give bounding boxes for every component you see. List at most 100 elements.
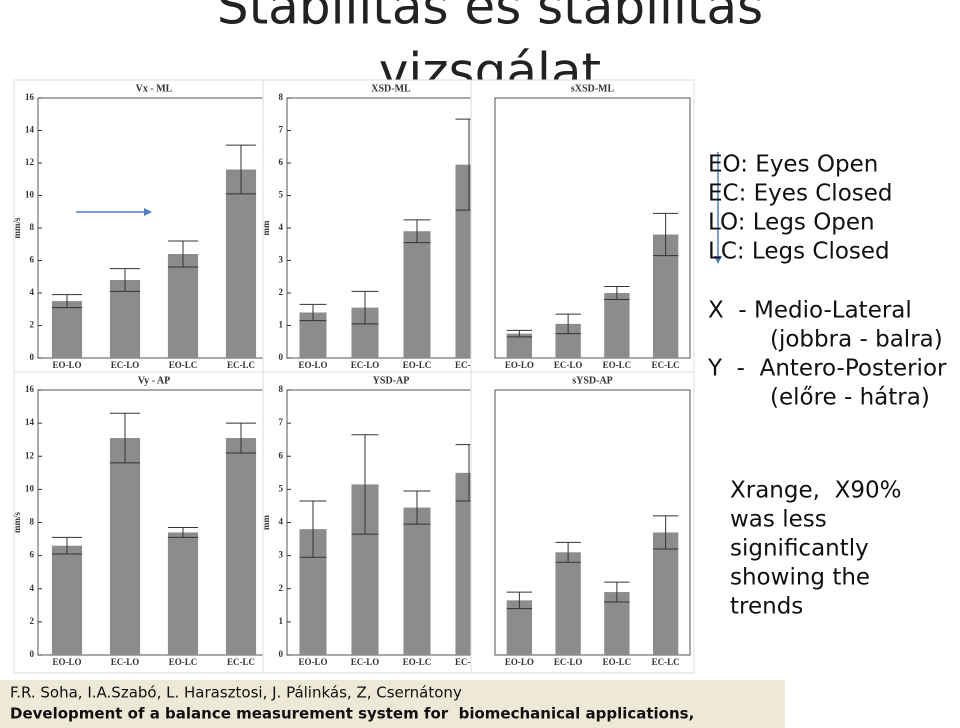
y-tick-label: 14 bbox=[25, 417, 35, 427]
x-tick-label: EC-LC bbox=[455, 360, 483, 370]
finding-text: significantly bbox=[730, 536, 869, 562]
error-bar bbox=[652, 212, 679, 257]
x-tick-label: EO-LO bbox=[52, 657, 81, 667]
error-bar bbox=[604, 286, 630, 300]
y-axis-label: mm/s bbox=[12, 512, 22, 533]
error-bar bbox=[403, 490, 431, 525]
arrow-head bbox=[714, 256, 722, 264]
y-tick-label: 12 bbox=[25, 157, 35, 167]
y-tick-label: 2 bbox=[279, 583, 284, 593]
error-bar bbox=[51, 536, 83, 555]
error-bar bbox=[506, 329, 533, 338]
y-tick-label: 8 bbox=[30, 222, 35, 232]
x-tick-label: EC-LC bbox=[227, 657, 255, 667]
finding-text: showing the bbox=[730, 565, 870, 591]
chart-title: Vy - AP bbox=[138, 375, 170, 386]
y-tick-label: 3 bbox=[279, 255, 284, 265]
error-bar bbox=[604, 581, 630, 603]
error-bar bbox=[652, 515, 679, 550]
bar bbox=[109, 438, 141, 655]
error-bar bbox=[555, 313, 581, 335]
y-tick-label: 7 bbox=[279, 125, 284, 135]
bar bbox=[109, 280, 141, 358]
x-tick-label: EC-LO bbox=[351, 360, 380, 370]
chart-title: sYSD-AP bbox=[572, 375, 613, 386]
x-tick-label: EO-LC bbox=[403, 360, 432, 370]
legend-text: (előre - hátra) bbox=[770, 385, 930, 411]
y-tick-label: 1 bbox=[279, 320, 284, 330]
reference-title: Development of a balance measurement sys… bbox=[10, 705, 694, 723]
x-tick-label: EO-LO bbox=[298, 657, 327, 667]
y-tick-label: 4 bbox=[30, 287, 35, 297]
bar bbox=[652, 532, 679, 655]
y-tick-label: 8 bbox=[279, 384, 284, 394]
error-bar bbox=[167, 240, 199, 268]
error-bar bbox=[351, 434, 379, 535]
y-tick-label: 2 bbox=[30, 320, 35, 330]
bar bbox=[604, 592, 630, 655]
y-tick-label: 6 bbox=[30, 255, 35, 265]
y-tick-label: 0 bbox=[279, 352, 284, 362]
chart-title: sXSD-ML bbox=[571, 83, 615, 94]
y-tick-label: 0 bbox=[30, 352, 35, 362]
bar bbox=[604, 293, 630, 358]
legend-text: LC: Legs Closed bbox=[708, 239, 890, 265]
error-bar bbox=[506, 591, 533, 610]
finding-text: was less bbox=[730, 507, 827, 533]
legend-text: (jobbra - balra) bbox=[770, 327, 943, 353]
legend-text: Y - Antero-Posterior bbox=[707, 356, 947, 382]
y-tick-label: 4 bbox=[279, 517, 284, 527]
finding-text: Xrange, X90% bbox=[730, 478, 901, 504]
legend-text: EC: Eyes Closed bbox=[708, 181, 893, 207]
y-tick-label: 6 bbox=[30, 550, 35, 560]
error-bar bbox=[299, 500, 327, 558]
x-tick-label: EC-LO bbox=[554, 657, 583, 667]
x-tick-label: EC-LC bbox=[227, 360, 255, 370]
bar bbox=[506, 333, 533, 358]
chart-title: YSD-AP bbox=[373, 375, 410, 386]
error-bar bbox=[51, 294, 83, 309]
y-tick-label: 6 bbox=[279, 157, 284, 167]
x-tick-label: EO-LC bbox=[169, 657, 198, 667]
bar bbox=[167, 254, 199, 358]
bar bbox=[225, 169, 257, 358]
bar bbox=[403, 507, 431, 655]
y-tick-label: 1 bbox=[279, 616, 284, 626]
y-tick-label: 16 bbox=[25, 92, 35, 102]
error-bar bbox=[109, 268, 141, 292]
bar bbox=[555, 552, 581, 655]
y-tick-label: 5 bbox=[279, 483, 284, 493]
bar bbox=[51, 301, 83, 358]
y-axis-label: mm bbox=[261, 220, 271, 235]
error-bar bbox=[225, 144, 257, 195]
x-tick-label: EO-LC bbox=[403, 657, 432, 667]
legend-text: EO: Eyes Open bbox=[708, 152, 878, 178]
y-tick-label: 14 bbox=[25, 125, 35, 135]
x-tick-label: EO-LO bbox=[505, 360, 534, 370]
y-tick-label: 5 bbox=[279, 190, 284, 200]
reference-box bbox=[0, 680, 785, 728]
legend-text: X - Medio-Lateral bbox=[708, 298, 912, 324]
y-tick-label: 2 bbox=[30, 616, 35, 626]
y-tick-label: 0 bbox=[30, 649, 35, 659]
reference-authors: F.R. Soha, I.A.Szabó, L. Harasztosi, J. … bbox=[10, 684, 462, 702]
y-tick-label: 8 bbox=[30, 517, 35, 527]
y-tick-label: 10 bbox=[25, 190, 35, 200]
x-tick-label: EO-LC bbox=[169, 360, 198, 370]
y-tick-label: 8 bbox=[279, 92, 284, 102]
x-tick-label: EC-LO bbox=[111, 657, 140, 667]
x-tick-label: EC-LO bbox=[351, 657, 380, 667]
x-tick-label: EC-LO bbox=[554, 360, 583, 370]
slide-title: Stabilitás és stabilitás bbox=[217, 0, 763, 36]
y-tick-label: 16 bbox=[25, 384, 35, 394]
error-bar bbox=[167, 526, 199, 538]
y-tick-label: 10 bbox=[25, 483, 35, 493]
x-tick-label: EC-LC bbox=[652, 360, 680, 370]
x-tick-label: EO-LC bbox=[603, 360, 632, 370]
error-bar bbox=[299, 303, 327, 322]
bar bbox=[403, 231, 431, 358]
y-axis-label: mm bbox=[261, 515, 271, 530]
legend-text: LO: Legs Open bbox=[708, 210, 875, 236]
